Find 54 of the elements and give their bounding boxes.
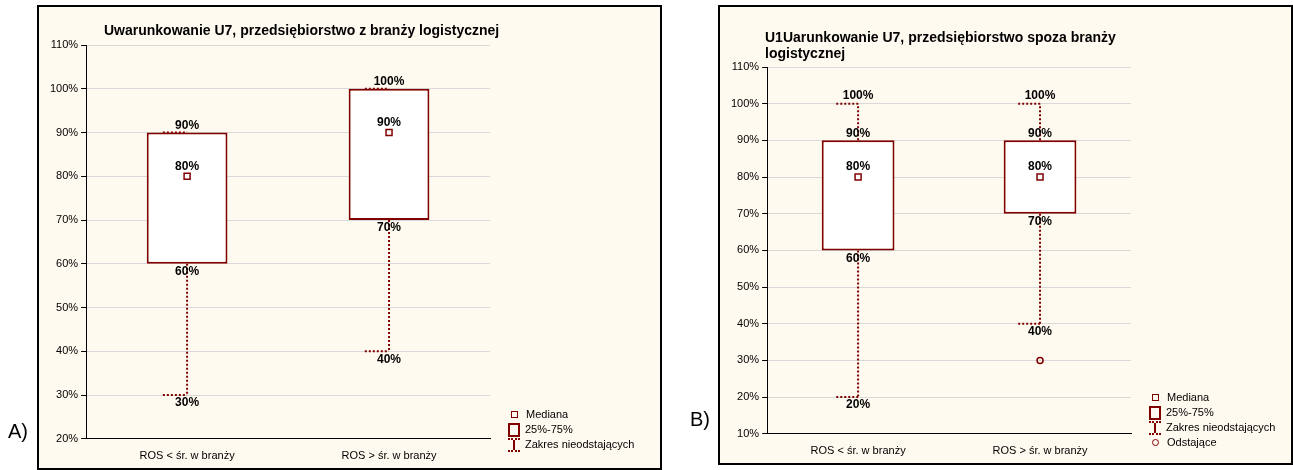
text: 20% xyxy=(846,397,871,412)
y-tick-label: 60% xyxy=(737,243,760,256)
chart-title: U1Uarunkowanie U7, przedsiębiorstwo spoza branży logistycznej xyxy=(765,29,1117,61)
text: A) xyxy=(8,420,28,443)
text: Mediana xyxy=(526,407,569,422)
y-tick-label: 40% xyxy=(56,344,79,357)
text: 80% xyxy=(175,158,200,173)
y-tick-label: 70% xyxy=(737,206,760,219)
y-tick-label: 80% xyxy=(737,170,760,183)
y-tick-label: 30% xyxy=(56,388,79,401)
x-tick-label: ROS < śr. w branży xyxy=(139,449,236,462)
y-tick-label: 90% xyxy=(56,125,79,138)
x-tick-label: ROS > śr. w branży xyxy=(341,449,438,462)
text: 90% xyxy=(377,114,402,129)
y-tick-label: 110% xyxy=(731,60,760,73)
text: 70% xyxy=(377,220,402,235)
y-tick-label: 50% xyxy=(737,280,760,293)
text: 25%-75% xyxy=(1166,405,1214,420)
text: 30% xyxy=(175,395,200,410)
y-tick-label: 30% xyxy=(737,353,760,366)
text: 70% xyxy=(1028,214,1053,229)
text: 25%-75% xyxy=(525,422,573,437)
text: 100% xyxy=(842,87,874,102)
text: Zakres nieodstających xyxy=(1166,420,1276,435)
y-tick-label: 20% xyxy=(737,390,760,403)
y-tick-label: 10% xyxy=(737,426,760,439)
y-tick-label: 40% xyxy=(737,316,760,329)
text: 80% xyxy=(846,159,871,174)
y-tick-label: 80% xyxy=(56,169,79,182)
text: B) xyxy=(690,408,710,431)
y-tick-label: 20% xyxy=(56,431,79,444)
text: 40% xyxy=(377,351,402,366)
text: 100% xyxy=(373,74,405,89)
text: 90% xyxy=(1028,125,1053,140)
text: 100% xyxy=(1024,87,1056,102)
y-tick-label: 100% xyxy=(730,96,760,109)
x-tick-label: ROS > śr. w branży xyxy=(992,444,1089,457)
y-tick-label: 110% xyxy=(50,38,79,51)
chart-title: Uwarunkowanie U7, przedsiębiorstwo z branży logistycznej xyxy=(104,22,501,38)
text: Mediana xyxy=(1167,390,1210,405)
y-tick-label: 50% xyxy=(56,300,79,313)
text: 60% xyxy=(175,264,200,279)
text: 90% xyxy=(846,125,871,140)
text: 90% xyxy=(175,117,200,132)
text: Odstające xyxy=(1167,435,1217,450)
y-tick-label: 90% xyxy=(737,133,760,146)
y-tick-label: 100% xyxy=(49,81,79,94)
text: 80% xyxy=(1028,159,1053,174)
y-tick-label: 60% xyxy=(56,256,79,269)
text: 60% xyxy=(846,250,871,265)
y-tick-label: 70% xyxy=(56,213,79,226)
text: 40% xyxy=(1028,324,1053,339)
x-tick-label: ROS < śr. w branży xyxy=(810,444,907,457)
text: Zakres nieodstających xyxy=(525,437,635,452)
